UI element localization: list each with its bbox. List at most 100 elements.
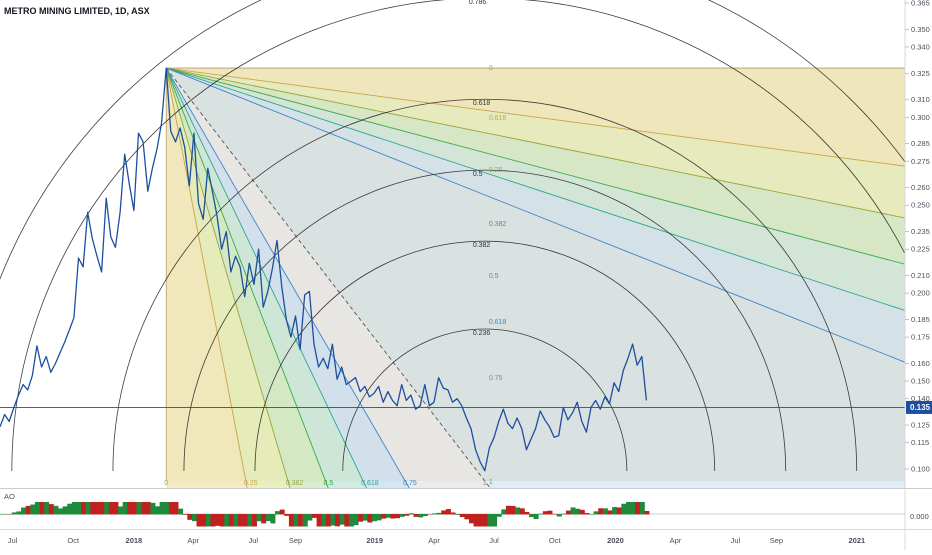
- ao-bar: [418, 514, 424, 518]
- y-tick-label: 0.365: [911, 0, 930, 8]
- ao-bar: [205, 514, 211, 527]
- ao-bar: [215, 514, 221, 526]
- y-tick-label: 0.125: [911, 421, 930, 430]
- y-tick-label: 0.340: [911, 42, 930, 51]
- ao-bar: [53, 505, 59, 515]
- ao-bar: [224, 514, 230, 527]
- y-axis[interactable]: 0.100 0.115 0.125 0.140 0.150 0.160 0.175 0.185…: [905, 0, 930, 474]
- arc-label: 0.236: [473, 330, 491, 337]
- ao-bar: [7, 514, 13, 515]
- ao-bar: [482, 514, 488, 527]
- ao-bar: [71, 502, 77, 515]
- ao-bar: [67, 503, 73, 515]
- ao-bar: [34, 502, 40, 515]
- ao-bar: [441, 510, 447, 515]
- ao-bar: [612, 507, 618, 515]
- fan-line: [165, 67, 248, 488]
- ao-bar: [104, 502, 110, 515]
- ao-bar: [256, 514, 262, 522]
- ao-bar: [321, 514, 327, 527]
- fan-ratio-label: 0.5: [324, 480, 334, 487]
- y-tick-label: 0.200: [911, 289, 930, 298]
- ao-bar: [344, 514, 350, 527]
- ao-bar: [159, 502, 165, 515]
- ao-bar: [131, 502, 137, 515]
- fan-ratio-label: 0.25: [244, 480, 258, 487]
- ao-bar: [589, 514, 595, 515]
- ao-bar: [621, 503, 627, 515]
- y-tick-label: 0.115: [911, 438, 929, 447]
- ao-bar: [404, 514, 410, 516]
- ao-bar: [422, 514, 428, 516]
- ao-bar: [293, 514, 299, 527]
- fan-ratio-label: 0.618: [361, 480, 379, 487]
- ao-bar: [219, 514, 225, 527]
- fan-band-fill: [166, 68, 248, 488]
- ao-bar: [330, 514, 336, 526]
- x-tick-label: Oct: [549, 536, 562, 545]
- ao-bar: [376, 514, 382, 521]
- ao-bar: [593, 511, 599, 515]
- y-tick-label: 0.285: [911, 139, 930, 148]
- ao-bar: [584, 512, 590, 515]
- ao-bar: [492, 514, 498, 527]
- ao-bar: [164, 502, 170, 515]
- ao-bar: [561, 513, 567, 515]
- ao-bar: [238, 514, 244, 527]
- ao-bar: [127, 502, 133, 515]
- ao-bar: [547, 510, 553, 515]
- fan-line-label: 0.5: [489, 273, 499, 280]
- x-tick-label: Jul: [489, 536, 499, 545]
- ao-bar: [432, 513, 438, 515]
- ao-bar: [644, 510, 650, 515]
- fan-band-fill: [166, 68, 905, 488]
- ao-bar: [307, 514, 313, 521]
- ao-bar: [25, 505, 31, 515]
- ao-bar: [510, 505, 516, 515]
- ao-bar: [196, 514, 202, 527]
- gann-arc: [342, 328, 628, 472]
- x-axis[interactable]: Jul Oct 2018 Apr Jul Sep 2019 Apr Jul Oct 2020 Apr J…: [8, 536, 865, 545]
- ao-bar: [0, 514, 3, 515]
- ao-bar: [436, 512, 442, 515]
- fan-ratio-label: 1: [483, 480, 487, 487]
- ao-bar: [524, 511, 530, 515]
- ao-bar: [178, 508, 184, 515]
- fan-line-label: 0.382: [489, 221, 507, 228]
- fan-line: [165, 67, 491, 488]
- ao-bar: [30, 504, 36, 515]
- gann-arc: [254, 240, 716, 472]
- arc-label: 0.786: [469, 0, 487, 6]
- ao-bar: [487, 514, 493, 527]
- ao-bar: [473, 514, 479, 527]
- ao-bar: [48, 504, 54, 515]
- last-price-badge-text: 0.135: [910, 403, 931, 412]
- ao-bar: [136, 502, 142, 515]
- ao-bar: [413, 514, 419, 517]
- fan-ratio-label: 0.382: [286, 480, 304, 487]
- ao-bar: [154, 506, 160, 515]
- ao-indicator: [0, 502, 905, 527]
- last-price-badge: 0.135: [906, 400, 932, 414]
- fan-ratio-label: 0: [164, 480, 168, 487]
- ao-bar: [427, 514, 433, 515]
- ao-bar: [270, 514, 276, 524]
- ao-bar: [455, 514, 461, 515]
- ao-bar: [58, 508, 64, 515]
- ao-bar: [538, 513, 544, 515]
- ao-bar: [358, 514, 364, 522]
- ao-bar: [339, 514, 345, 525]
- fan-line-label: 0: [489, 65, 493, 72]
- ao-bar: [94, 502, 100, 515]
- x-tick-label: Apr: [670, 536, 682, 545]
- ao-bar: [191, 514, 197, 522]
- x-tick-label: Jul: [248, 536, 258, 545]
- ao-bar: [201, 514, 207, 527]
- x-tick-label: Sep: [770, 536, 783, 545]
- y-tick-label: 0.310: [911, 95, 930, 104]
- ao-bar: [11, 512, 17, 515]
- ao-bar: [85, 502, 91, 515]
- ao-bar: [362, 514, 368, 521]
- chart-title: METRO MINING LIMITED, 1D, ASX: [4, 6, 150, 16]
- ao-bar: [2, 514, 8, 515]
